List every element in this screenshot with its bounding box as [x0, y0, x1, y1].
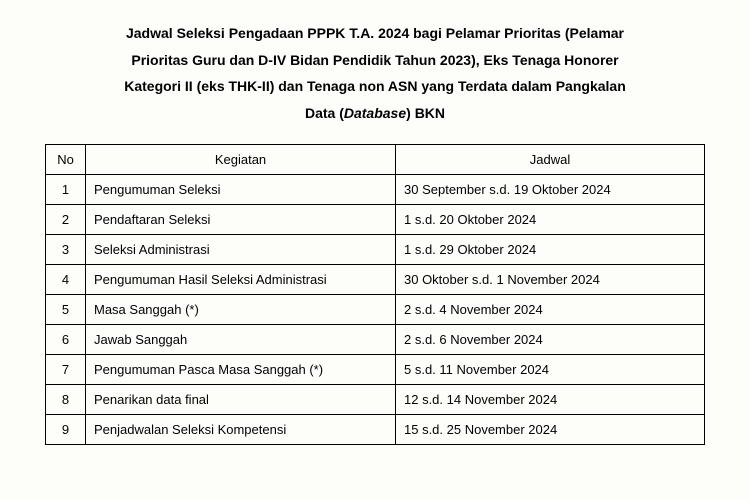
- title-line-4-part2: ) BKN: [406, 105, 445, 121]
- table-body: 1 Pengumuman Seleksi 30 September s.d. 1…: [46, 175, 705, 445]
- table-header-row: No Kegiatan Jadwal: [46, 145, 705, 175]
- cell-kegiatan: Pengumuman Pasca Masa Sanggah (*): [86, 355, 396, 385]
- header-kegiatan: Kegiatan: [86, 145, 396, 175]
- table-row: 1 Pengumuman Seleksi 30 September s.d. 1…: [46, 175, 705, 205]
- header-jadwal: Jadwal: [396, 145, 705, 175]
- cell-no: 9: [46, 415, 86, 445]
- cell-no: 5: [46, 295, 86, 325]
- cell-jadwal: 2 s.d. 4 November 2024: [396, 295, 705, 325]
- cell-no: 3: [46, 235, 86, 265]
- title-line-1: Jadwal Seleksi Pengadaan PPPK T.A. 2024 …: [126, 25, 624, 41]
- cell-no: 6: [46, 325, 86, 355]
- title-line-4-italic: Database: [344, 105, 406, 121]
- cell-kegiatan: Seleksi Administrasi: [86, 235, 396, 265]
- cell-jadwal: 12 s.d. 14 November 2024: [396, 385, 705, 415]
- cell-kegiatan: Pengumuman Hasil Seleksi Administrasi: [86, 265, 396, 295]
- title-line-2: Prioritas Guru dan D-IV Bidan Pendidik T…: [131, 52, 618, 68]
- table-row: 2 Pendaftaran Seleksi 1 s.d. 20 Oktober …: [46, 205, 705, 235]
- cell-jadwal: 1 s.d. 20 Oktober 2024: [396, 205, 705, 235]
- cell-jadwal: 2 s.d. 6 November 2024: [396, 325, 705, 355]
- table-row: 6 Jawab Sanggah 2 s.d. 6 November 2024: [46, 325, 705, 355]
- cell-no: 8: [46, 385, 86, 415]
- cell-jadwal: 1 s.d. 29 Oktober 2024: [396, 235, 705, 265]
- cell-jadwal: 15 s.d. 25 November 2024: [396, 415, 705, 445]
- cell-kegiatan: Pengumuman Seleksi: [86, 175, 396, 205]
- table-row: 8 Penarikan data final 12 s.d. 14 Novemb…: [46, 385, 705, 415]
- document-title: Jadwal Seleksi Pengadaan PPPK T.A. 2024 …: [45, 20, 705, 126]
- cell-no: 2: [46, 205, 86, 235]
- cell-kegiatan: Pendaftaran Seleksi: [86, 205, 396, 235]
- header-no: No: [46, 145, 86, 175]
- schedule-table: No Kegiatan Jadwal 1 Pengumuman Seleksi …: [45, 144, 705, 445]
- cell-no: 4: [46, 265, 86, 295]
- table-row: 7 Pengumuman Pasca Masa Sanggah (*) 5 s.…: [46, 355, 705, 385]
- cell-jadwal: 30 Oktober s.d. 1 November 2024: [396, 265, 705, 295]
- cell-no: 1: [46, 175, 86, 205]
- table-row: 9 Penjadwalan Seleksi Kompetensi 15 s.d.…: [46, 415, 705, 445]
- title-line-4-part1: Data (: [305, 105, 344, 121]
- table-row: 4 Pengumuman Hasil Seleksi Administrasi …: [46, 265, 705, 295]
- cell-jadwal: 30 September s.d. 19 Oktober 2024: [396, 175, 705, 205]
- table-row: 5 Masa Sanggah (*) 2 s.d. 4 November 202…: [46, 295, 705, 325]
- title-line-3: Kategori II (eks THK-II) dan Tenaga non …: [124, 78, 626, 94]
- cell-kegiatan: Masa Sanggah (*): [86, 295, 396, 325]
- table-row: 3 Seleksi Administrasi 1 s.d. 29 Oktober…: [46, 235, 705, 265]
- cell-jadwal: 5 s.d. 11 November 2024: [396, 355, 705, 385]
- cell-kegiatan: Penjadwalan Seleksi Kompetensi: [86, 415, 396, 445]
- cell-kegiatan: Penarikan data final: [86, 385, 396, 415]
- cell-kegiatan: Jawab Sanggah: [86, 325, 396, 355]
- cell-no: 7: [46, 355, 86, 385]
